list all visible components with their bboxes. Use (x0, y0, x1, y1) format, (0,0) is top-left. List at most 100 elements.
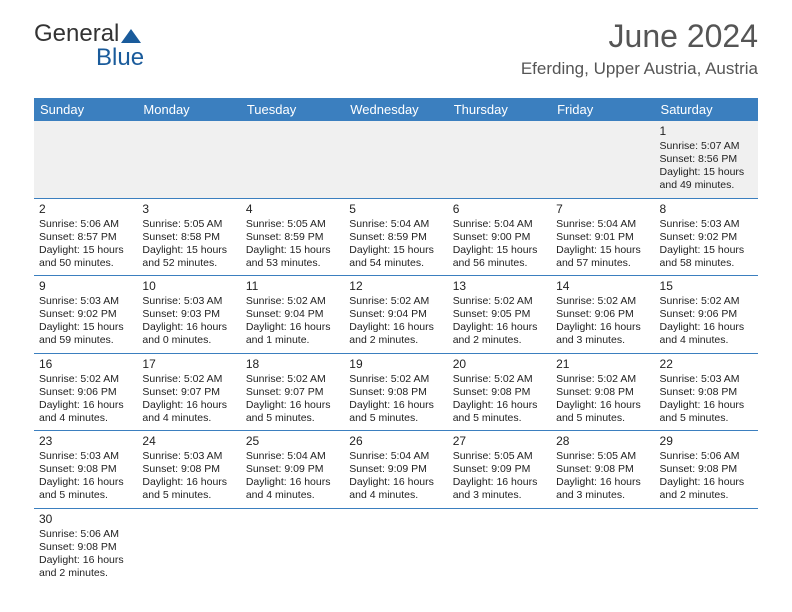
sunset-text: Sunset: 9:04 PM (349, 308, 442, 321)
calendar-cell: 27Sunrise: 5:05 AMSunset: 9:09 PMDayligh… (448, 431, 551, 509)
calendar-cell-empty (344, 508, 447, 585)
sunrise-text: Sunrise: 5:06 AM (39, 218, 132, 231)
calendar-row: 1Sunrise: 5:07 AMSunset: 8:56 PMDaylight… (34, 121, 758, 198)
sunset-text: Sunset: 8:59 PM (246, 231, 339, 244)
day-number: 21 (556, 357, 649, 372)
daylight-text: Daylight: 16 hours and 4 minutes. (142, 399, 235, 425)
daylight-text: Daylight: 16 hours and 3 minutes. (556, 321, 649, 347)
day-number: 16 (39, 357, 132, 372)
sunrise-text: Sunrise: 5:05 AM (453, 450, 546, 463)
sunrise-text: Sunrise: 5:03 AM (660, 218, 753, 231)
logo-sail-icon-2 (131, 29, 141, 43)
day-number: 8 (660, 202, 753, 217)
daylight-text: Daylight: 16 hours and 5 minutes. (142, 476, 235, 502)
sunset-text: Sunset: 9:00 PM (453, 231, 546, 244)
day-number: 14 (556, 279, 649, 294)
daylight-text: Daylight: 16 hours and 3 minutes. (453, 476, 546, 502)
day-number: 4 (246, 202, 339, 217)
daylight-text: Daylight: 15 hours and 58 minutes. (660, 244, 753, 270)
calendar-cell: 13Sunrise: 5:02 AMSunset: 9:05 PMDayligh… (448, 276, 551, 354)
sunset-text: Sunset: 9:08 PM (142, 463, 235, 476)
daylight-text: Daylight: 16 hours and 5 minutes. (39, 476, 132, 502)
day-number: 26 (349, 434, 442, 449)
sunset-text: Sunset: 9:09 PM (349, 463, 442, 476)
day-number: 9 (39, 279, 132, 294)
sunrise-text: Sunrise: 5:04 AM (453, 218, 546, 231)
daylight-text: Daylight: 16 hours and 2 minutes. (349, 321, 442, 347)
calendar-cell: 10Sunrise: 5:03 AMSunset: 9:03 PMDayligh… (137, 276, 240, 354)
day-number: 5 (349, 202, 442, 217)
sunset-text: Sunset: 9:08 PM (556, 386, 649, 399)
calendar-cell-empty (241, 508, 344, 585)
sunset-text: Sunset: 9:06 PM (39, 386, 132, 399)
calendar-cell: 25Sunrise: 5:04 AMSunset: 9:09 PMDayligh… (241, 431, 344, 509)
sunset-text: Sunset: 9:08 PM (556, 463, 649, 476)
sunrise-text: Sunrise: 5:02 AM (349, 295, 442, 308)
day-number: 30 (39, 512, 132, 527)
sunset-text: Sunset: 9:07 PM (142, 386, 235, 399)
sunrise-text: Sunrise: 5:05 AM (556, 450, 649, 463)
sunrise-text: Sunrise: 5:05 AM (142, 218, 235, 231)
sunrise-text: Sunrise: 5:02 AM (246, 295, 339, 308)
sunset-text: Sunset: 9:06 PM (556, 308, 649, 321)
daylight-text: Daylight: 16 hours and 5 minutes. (556, 399, 649, 425)
calendar-cell: 29Sunrise: 5:06 AMSunset: 9:08 PMDayligh… (655, 431, 758, 509)
weekday-header: Thursday (448, 98, 551, 121)
weekday-header: Monday (137, 98, 240, 121)
sunset-text: Sunset: 9:08 PM (39, 463, 132, 476)
calendar-cell-empty (448, 121, 551, 198)
calendar-cell: 6Sunrise: 5:04 AMSunset: 9:00 PMDaylight… (448, 198, 551, 276)
calendar-cell: 8Sunrise: 5:03 AMSunset: 9:02 PMDaylight… (655, 198, 758, 276)
sunrise-text: Sunrise: 5:03 AM (142, 450, 235, 463)
day-number: 18 (246, 357, 339, 372)
daylight-text: Daylight: 15 hours and 56 minutes. (453, 244, 546, 270)
calendar-cell-empty (34, 121, 137, 198)
sunset-text: Sunset: 8:57 PM (39, 231, 132, 244)
sunrise-text: Sunrise: 5:04 AM (556, 218, 649, 231)
calendar-cell: 12Sunrise: 5:02 AMSunset: 9:04 PMDayligh… (344, 276, 447, 354)
calendar-cell-empty (137, 508, 240, 585)
sunset-text: Sunset: 9:08 PM (39, 541, 132, 554)
calendar-cell: 2Sunrise: 5:06 AMSunset: 8:57 PMDaylight… (34, 198, 137, 276)
day-number: 25 (246, 434, 339, 449)
weekday-header: Tuesday (241, 98, 344, 121)
calendar-cell-empty (655, 508, 758, 585)
calendar-cell: 4Sunrise: 5:05 AMSunset: 8:59 PMDaylight… (241, 198, 344, 276)
weekday-header: Sunday (34, 98, 137, 121)
day-number: 11 (246, 279, 339, 294)
calendar-cell: 7Sunrise: 5:04 AMSunset: 9:01 PMDaylight… (551, 198, 654, 276)
calendar-row: 23Sunrise: 5:03 AMSunset: 9:08 PMDayligh… (34, 431, 758, 509)
daylight-text: Daylight: 16 hours and 2 minutes. (39, 554, 132, 580)
day-number: 29 (660, 434, 753, 449)
calendar-cell: 26Sunrise: 5:04 AMSunset: 9:09 PMDayligh… (344, 431, 447, 509)
sunset-text: Sunset: 8:59 PM (349, 231, 442, 244)
calendar-row: 30Sunrise: 5:06 AMSunset: 9:08 PMDayligh… (34, 508, 758, 585)
sunset-text: Sunset: 9:06 PM (660, 308, 753, 321)
sunset-text: Sunset: 8:58 PM (142, 231, 235, 244)
day-number: 28 (556, 434, 649, 449)
daylight-text: Daylight: 16 hours and 1 minute. (246, 321, 339, 347)
sunset-text: Sunset: 9:09 PM (246, 463, 339, 476)
weekday-header: Friday (551, 98, 654, 121)
daylight-text: Daylight: 15 hours and 52 minutes. (142, 244, 235, 270)
sunset-text: Sunset: 9:02 PM (39, 308, 132, 321)
daylight-text: Daylight: 16 hours and 4 minutes. (660, 321, 753, 347)
calendar-cell: 23Sunrise: 5:03 AMSunset: 9:08 PMDayligh… (34, 431, 137, 509)
daylight-text: Daylight: 16 hours and 4 minutes. (246, 476, 339, 502)
calendar-cell: 11Sunrise: 5:02 AMSunset: 9:04 PMDayligh… (241, 276, 344, 354)
day-number: 1 (660, 124, 753, 139)
day-number: 22 (660, 357, 753, 372)
day-number: 13 (453, 279, 546, 294)
day-number: 10 (142, 279, 235, 294)
day-number: 7 (556, 202, 649, 217)
sunrise-text: Sunrise: 5:04 AM (349, 218, 442, 231)
sunset-text: Sunset: 9:01 PM (556, 231, 649, 244)
weekday-header-row: Sunday Monday Tuesday Wednesday Thursday… (34, 98, 758, 121)
calendar-table: Sunday Monday Tuesday Wednesday Thursday… (34, 98, 758, 585)
calendar-cell: 28Sunrise: 5:05 AMSunset: 9:08 PMDayligh… (551, 431, 654, 509)
sunrise-text: Sunrise: 5:05 AM (246, 218, 339, 231)
sunrise-text: Sunrise: 5:02 AM (556, 373, 649, 386)
sunrise-text: Sunrise: 5:02 AM (660, 295, 753, 308)
calendar-cell: 5Sunrise: 5:04 AMSunset: 8:59 PMDaylight… (344, 198, 447, 276)
calendar-cell: 15Sunrise: 5:02 AMSunset: 9:06 PMDayligh… (655, 276, 758, 354)
